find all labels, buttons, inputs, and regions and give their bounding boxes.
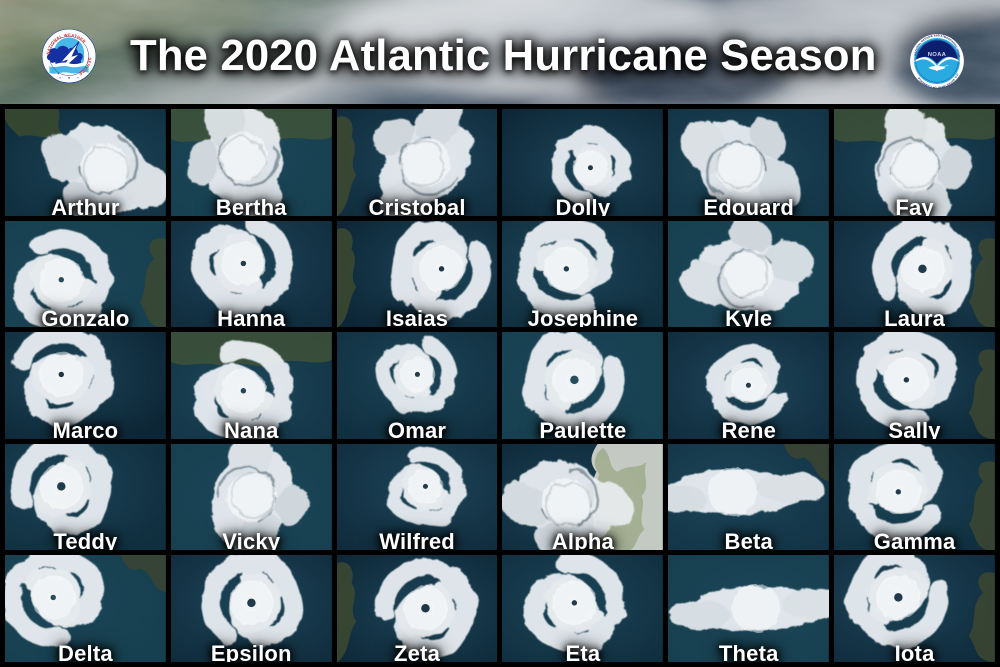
svg-text:NOAA: NOAA: [928, 52, 947, 58]
